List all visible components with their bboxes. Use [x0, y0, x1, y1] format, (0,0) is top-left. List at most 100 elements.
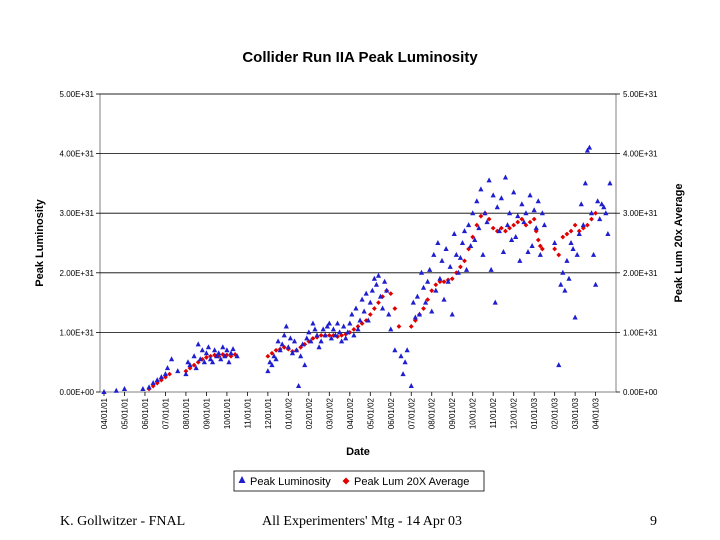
- luminosity-point: [541, 222, 548, 228]
- x-axis-label: Date: [346, 446, 370, 458]
- luminosity-point: [183, 371, 189, 377]
- x-tick-label: 09/01/02: [448, 397, 457, 429]
- luminosity-point: [418, 269, 425, 275]
- x-tick-label: 11/01/01: [243, 397, 252, 428]
- luminosity-point: [470, 210, 476, 216]
- luminosity-point: [207, 356, 214, 362]
- luminosity-point: [582, 180, 588, 186]
- luminosity-point: [427, 266, 433, 272]
- luminosity-point: [498, 195, 504, 201]
- luminosity-point: [218, 356, 224, 362]
- y-tick-label: 1.00E+31: [60, 328, 95, 337]
- x-tick-label: 04/01/03: [592, 397, 601, 429]
- luminosity-point: [191, 353, 197, 359]
- luminosity-point: [336, 329, 343, 335]
- luminosity-point: [425, 278, 431, 284]
- average-point: [560, 234, 566, 240]
- x-tick-label: 05/01/02: [366, 397, 375, 429]
- luminosity-point: [377, 293, 384, 299]
- x-axis: 04/01/01 05/01/01 06/01/01 07/01/01 08/01/01…: [100, 392, 601, 429]
- luminosity-point: [320, 326, 326, 332]
- y-tick-label: 0.00E+00: [60, 388, 95, 397]
- average-point: [441, 279, 447, 285]
- luminosity-point: [287, 335, 294, 341]
- luminosity-point: [279, 341, 285, 347]
- x-tick-label: 09/01/01: [202, 397, 211, 429]
- luminosity-point: [230, 346, 236, 352]
- luminosity-point: [121, 386, 128, 392]
- average-point: [433, 282, 439, 288]
- legend-box: [233, 470, 485, 492]
- luminosity-point: [203, 350, 210, 356]
- x-tick-label: 02/01/03: [551, 397, 560, 429]
- average-point: [593, 210, 599, 216]
- y2-axis-label: Peak Lum 20x Average: [673, 183, 685, 302]
- average-point: [310, 335, 316, 341]
- luminosity-point: [285, 344, 291, 350]
- average-point: [572, 222, 578, 228]
- average-point: [568, 228, 574, 234]
- average-point: [204, 355, 209, 360]
- average-point: [556, 252, 562, 258]
- luminosity-point: [222, 353, 228, 359]
- average-point: [519, 216, 525, 222]
- luminosity-point: [486, 177, 492, 183]
- luminosity-point: [275, 338, 281, 344]
- y2-tick-label: 4.00E+31: [623, 150, 658, 159]
- luminosity-point: [586, 144, 593, 150]
- luminosity-point: [455, 269, 461, 275]
- luminosity-point: [357, 317, 363, 323]
- luminosity-point: [519, 201, 525, 207]
- average-point: [265, 353, 271, 359]
- luminosity-point: [304, 335, 310, 341]
- luminosity-point: [154, 377, 160, 383]
- luminosity-point: [525, 248, 531, 254]
- average-point: [564, 231, 570, 237]
- luminosity-point: [367, 299, 373, 305]
- luminosity-point: [453, 251, 459, 257]
- y2-tick-label: 2.00E+31: [623, 269, 658, 278]
- luminosity-point: [185, 359, 191, 365]
- average-point: [326, 332, 332, 338]
- luminosity-point: [605, 231, 611, 237]
- luminosity-point: [590, 251, 597, 257]
- average-point: [527, 219, 533, 225]
- luminosity-point: [468, 242, 474, 248]
- average-point: [474, 222, 480, 228]
- luminosity-point: [193, 365, 199, 371]
- luminosity-point: [451, 231, 457, 237]
- x-tick-label: 04/01/01: [100, 397, 109, 429]
- plot-area: [99, 93, 617, 393]
- luminosity-point: [400, 371, 406, 377]
- luminosity-point: [414, 293, 421, 299]
- luminosity-point: [402, 359, 408, 365]
- luminosity-point: [572, 314, 578, 320]
- x-tick-label: 05/01/01: [120, 397, 129, 429]
- luminosity-point: [345, 329, 351, 335]
- chart-title: Collider Run IIA Peak Luminosity: [242, 49, 478, 66]
- luminosity-point: [295, 383, 302, 389]
- luminosity-point: [328, 335, 334, 341]
- luminosity-point: [339, 338, 345, 344]
- luminosity-point: [506, 210, 513, 216]
- average-point: [589, 216, 594, 222]
- x-tick-label: 12/01/02: [510, 397, 519, 429]
- average-point: [503, 228, 508, 234]
- average-point: [273, 347, 279, 353]
- luminosity-point: [168, 356, 175, 362]
- luminosity-point: [332, 332, 339, 338]
- luminosity-point: [537, 251, 543, 257]
- luminosity-point: [523, 210, 529, 216]
- luminosity-point: [584, 147, 591, 153]
- luminosity-point: [527, 192, 533, 198]
- luminosity-point: [504, 222, 511, 228]
- x-tick-label: 01/01/02: [284, 397, 293, 429]
- average-point: [154, 380, 160, 386]
- x-tick-label: 07/01/02: [407, 397, 416, 429]
- luminosity-point: [197, 356, 203, 362]
- luminosity-point: [334, 320, 341, 326]
- luminosity-point: [273, 356, 279, 362]
- average-point: [302, 341, 308, 347]
- average-point: [539, 246, 545, 252]
- x-tick-label: 08/01/01: [182, 397, 191, 429]
